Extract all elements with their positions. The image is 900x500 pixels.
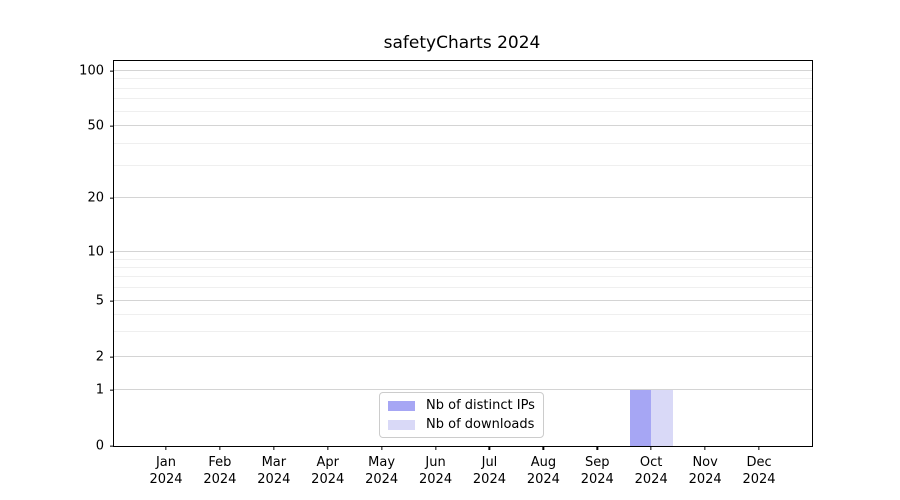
y-gridline-major [114,388,812,390]
chart-title: safetyCharts 2024 [383,33,541,53]
y-gridline-major [114,70,812,72]
y-gridline-minor [114,266,812,268]
x-tick-mark [380,446,383,450]
legend-swatch-downloads [388,419,415,430]
x-tick-label: Mar 2024 [257,455,291,487]
bar-nb-of-distinct-ips [629,389,652,446]
y-gridline-minor [114,287,812,289]
x-tick-label: Oct 2024 [634,455,668,487]
x-tick-label: Dec 2024 [742,455,776,487]
x-tick-label: May 2024 [365,455,399,487]
y-tick-label: 100 [79,63,104,79]
x-tick-mark [165,446,167,450]
y-gridline-major [114,300,812,302]
y-tick-label: 1 [95,382,104,398]
x-tick-mark [488,446,491,450]
x-tick-mark [650,446,652,450]
x-tick-label: Jan 2024 [149,455,183,487]
x-tick-label: Jun 2024 [419,455,453,487]
y-gridline-minor [114,87,812,89]
legend-item-downloads: Nb of downloads [388,417,535,432]
x-tick-label: Apr 2024 [311,455,345,487]
x-tick-label: Feb 2024 [203,455,237,487]
y-tick-label: 10 [87,244,104,260]
x-tick-mark [596,446,598,450]
legend: Nb of distinct IPs Nb of downloads [379,392,544,438]
x-tick-label: Nov 2024 [688,455,722,487]
y-gridline-minor [114,331,812,333]
y-tick-mark [110,125,114,127]
x-tick-mark [542,446,545,450]
y-gridline-minor [114,165,812,167]
y-gridline-major [114,196,812,198]
y-tick-label: 5 [95,293,104,309]
y-gridline-minor [114,142,812,144]
y-tick-mark [110,197,114,199]
y-tick-label: 50 [87,118,104,134]
y-gridline-minor [114,110,812,112]
y-gridline-major [114,356,812,357]
x-tick-mark [219,446,221,450]
legend-item-distinct-ips: Nb of distinct IPs [388,398,535,413]
x-tick-mark [758,446,760,450]
y-tick-mark [110,445,114,447]
y-tick-label: 2 [95,349,104,365]
y-gridline-major [114,125,812,126]
x-tick-mark [704,446,706,450]
x-tick-mark [273,446,275,450]
x-tick-mark [434,446,437,450]
x-tick-mark [327,446,329,450]
y-gridline-minor [114,98,812,100]
y-tick-mark [110,70,114,72]
legend-swatch-distinct-ips [388,400,415,411]
y-tick-label: 0 [95,438,104,454]
bar-nb-of-downloads [651,389,673,446]
y-gridline-minor [114,276,812,278]
x-tick-label: Sep 2024 [580,455,614,487]
y-gridline-minor [114,313,812,315]
legend-label-downloads: Nb of downloads [426,417,535,432]
y-tick-mark [110,356,114,358]
x-tick-label: Aug 2024 [526,455,560,487]
y-tick-mark [110,389,114,391]
y-tick-mark [110,300,114,302]
y-gridline-major [114,251,812,252]
x-tick-label: Jul 2024 [472,455,506,487]
legend-label-distinct-ips: Nb of distinct IPs [426,398,535,413]
y-gridline-minor [114,258,812,260]
y-tick-mark [110,251,114,253]
plot-area: Nb of distinct IPs Nb of downloads 0 1 2 5 1… [79,60,813,487]
y-tick-label: 20 [87,190,104,206]
y-gridline-minor [114,78,812,80]
